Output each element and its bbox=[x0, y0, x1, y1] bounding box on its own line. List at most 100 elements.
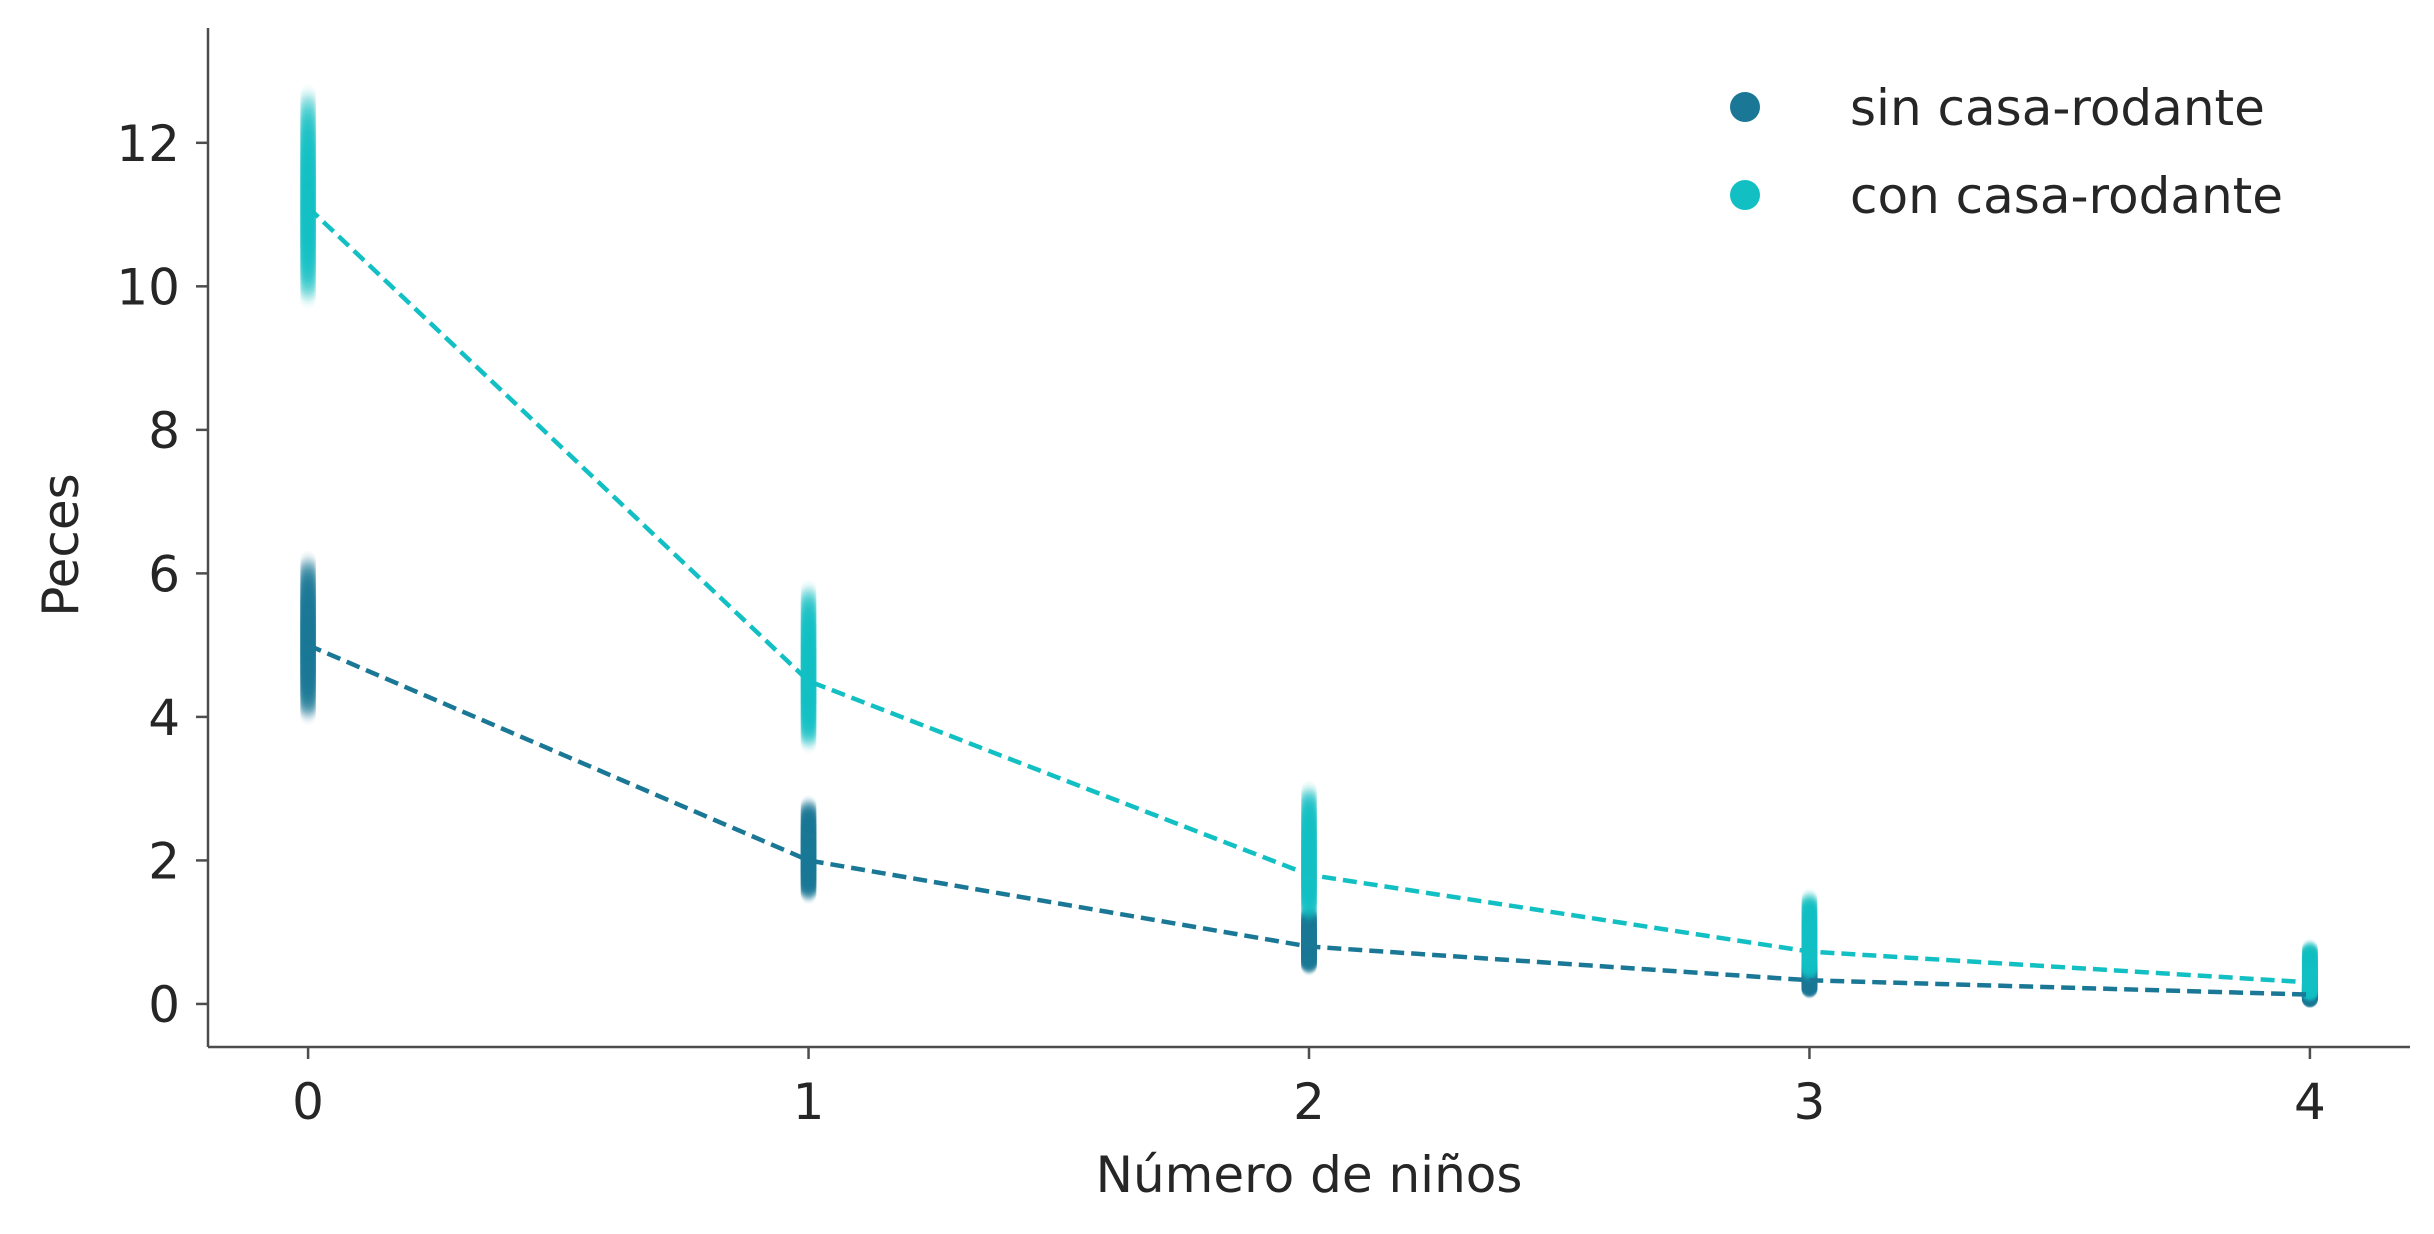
sample-point bbox=[1301, 839, 1317, 856]
sample-point bbox=[2301, 962, 2318, 979]
sample-point bbox=[1801, 890, 1818, 907]
sample-point bbox=[1301, 956, 1317, 973]
sample-point bbox=[1801, 906, 1818, 923]
sample-point bbox=[1301, 905, 1317, 922]
sample-point bbox=[1301, 926, 1317, 943]
sample-point bbox=[300, 610, 317, 627]
sample-point bbox=[1801, 919, 1818, 936]
sample-point bbox=[1301, 781, 1317, 797]
sample-point bbox=[1801, 894, 1818, 911]
sample-point bbox=[2301, 951, 2318, 968]
sample-point bbox=[300, 288, 317, 305]
sample-point bbox=[2301, 959, 2318, 976]
legend-marker bbox=[1730, 92, 1760, 122]
sample-point bbox=[300, 672, 317, 689]
sample-point bbox=[300, 116, 317, 133]
sample-point bbox=[1301, 923, 1317, 940]
sample-point bbox=[300, 119, 317, 136]
sample-point bbox=[1301, 793, 1317, 810]
sample-point bbox=[300, 551, 316, 567]
sample-point bbox=[2301, 962, 2318, 979]
sample-point bbox=[800, 616, 817, 633]
sample-point bbox=[300, 144, 317, 161]
sample-point bbox=[800, 805, 817, 822]
sample-point bbox=[1301, 803, 1317, 820]
sample-point bbox=[300, 260, 317, 277]
sample-point bbox=[1801, 914, 1818, 931]
sample-point bbox=[1301, 800, 1317, 817]
sample-point bbox=[1301, 899, 1317, 916]
sample-point bbox=[300, 251, 317, 268]
sample-point bbox=[800, 814, 817, 831]
sample-point bbox=[2301, 945, 2318, 962]
sample-point bbox=[1301, 898, 1317, 915]
sample-point bbox=[800, 614, 817, 631]
y-tick-label: 2 bbox=[148, 832, 180, 890]
sample-point bbox=[1801, 963, 1818, 980]
sample-point bbox=[800, 711, 817, 728]
sample-point bbox=[2301, 961, 2318, 978]
x-tick-label: 3 bbox=[1794, 1073, 1826, 1131]
sample-point bbox=[1801, 965, 1818, 982]
sample-point bbox=[1301, 833, 1317, 850]
sample-point bbox=[800, 606, 817, 623]
sample-point bbox=[800, 811, 817, 828]
sample-point bbox=[1801, 963, 1818, 980]
sample-point bbox=[800, 825, 817, 842]
sample-point bbox=[800, 824, 817, 841]
sample-point bbox=[1301, 924, 1317, 941]
sample-point bbox=[1301, 922, 1317, 939]
y-tick-label: 0 bbox=[148, 976, 180, 1034]
sample-point bbox=[800, 709, 817, 726]
sample-point bbox=[800, 721, 817, 738]
sample-point bbox=[1301, 915, 1317, 932]
sample-point bbox=[1301, 840, 1317, 857]
sample-point bbox=[1301, 892, 1317, 909]
sample-point bbox=[800, 623, 817, 640]
sample-point bbox=[1801, 961, 1818, 978]
sample-point bbox=[2301, 946, 2318, 963]
sample-point bbox=[300, 149, 317, 166]
sample-point bbox=[1801, 904, 1818, 921]
sample-point bbox=[1301, 784, 1317, 801]
sample-point bbox=[800, 613, 817, 630]
sample-point bbox=[1301, 919, 1317, 936]
sample-point bbox=[300, 135, 317, 152]
sample-point bbox=[1801, 899, 1818, 916]
sample-point bbox=[800, 826, 817, 843]
sample-point bbox=[1301, 916, 1317, 933]
sample-point bbox=[300, 693, 317, 710]
sample-point bbox=[800, 730, 817, 747]
sample-point bbox=[1301, 904, 1317, 921]
sample-point bbox=[1801, 895, 1818, 912]
sample-point bbox=[800, 799, 817, 816]
sample-point bbox=[300, 598, 317, 615]
sample-point bbox=[800, 706, 817, 723]
sample-point bbox=[1301, 829, 1317, 846]
sample-point bbox=[1801, 891, 1818, 908]
sample-point bbox=[1301, 958, 1317, 975]
sample-point bbox=[800, 804, 817, 821]
sample-point bbox=[800, 810, 817, 827]
sample-point bbox=[800, 609, 817, 626]
sample-point bbox=[300, 100, 317, 117]
sample-point bbox=[2301, 958, 2318, 975]
sample-point bbox=[300, 558, 317, 575]
sample-point bbox=[800, 881, 817, 898]
sample-point bbox=[800, 820, 817, 837]
sample-point bbox=[800, 835, 817, 852]
sample-point bbox=[800, 808, 817, 825]
sample-point bbox=[1301, 820, 1317, 837]
sample-point bbox=[1301, 909, 1317, 926]
sample-point bbox=[800, 830, 817, 847]
sample-point bbox=[300, 269, 317, 286]
sample-point bbox=[800, 803, 817, 820]
sample-point bbox=[300, 276, 317, 293]
sample-point bbox=[300, 608, 317, 625]
sample-point bbox=[300, 573, 317, 590]
sample-point bbox=[2301, 952, 2318, 969]
sample-point bbox=[1801, 900, 1818, 917]
sample-point bbox=[1301, 926, 1317, 943]
sample-point bbox=[800, 815, 817, 832]
